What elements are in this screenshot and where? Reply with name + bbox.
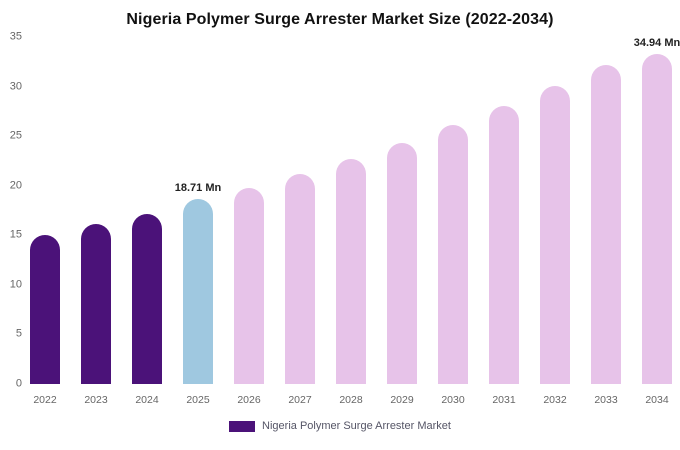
x-axis-label-2022: 2022: [33, 394, 57, 406]
y-axis: 0 5 10 15 20 25 30 35: [0, 31, 30, 390]
x-axis-label-2033: 2033: [594, 394, 618, 406]
bar-group-2030: 2030: [438, 37, 468, 406]
bar-group-2031: 2031: [489, 37, 519, 406]
bar-group-2023: 2023: [81, 37, 111, 406]
y-tick-label: 30: [9, 80, 22, 93]
legend: Nigeria Polymer Surge Arrester Market: [0, 420, 680, 432]
chart-title: Nigeria Polymer Surge Arrester Market Si…: [126, 11, 554, 28]
x-axis-label-2028: 2028: [339, 394, 363, 406]
bar-2022: [30, 235, 60, 384]
plot-area: 2022 2023 2024 18.71 Mn 2025 2026 2027 2028 2029…: [30, 37, 680, 407]
x-axis-label-2027: 2027: [288, 394, 312, 406]
x-axis-label-2025: 2025: [186, 394, 210, 406]
legend-swatch: [229, 420, 256, 432]
y-tick-label: 25: [9, 129, 22, 142]
bar-2032: [540, 85, 570, 384]
bar-group-2025: 18.71 Mn 2025: [175, 37, 221, 407]
bar-value-label-2034: 34.94 Mn: [633, 37, 680, 49]
bar-2025: [183, 198, 213, 384]
bar-group-2024: 2024: [132, 37, 162, 406]
bar-group-2028: 2028: [336, 37, 366, 406]
bar-2028: [336, 158, 366, 384]
legend-label: Nigeria Polymer Surge Arrester Market: [262, 420, 451, 432]
bar-2026: [234, 187, 264, 384]
bar-2033: [591, 64, 621, 384]
bar-2031: [489, 106, 519, 384]
x-axis-label-2031: 2031: [492, 394, 516, 406]
x-axis-label-2026: 2026: [237, 394, 261, 406]
bar-group-2034: 34.94 Mn 2034: [634, 37, 680, 406]
bar-group-2026: 2026: [234, 37, 264, 406]
bar-group-2033: 2033: [591, 37, 621, 406]
x-axis-label-2032: 2032: [543, 394, 567, 406]
bar-group-2027: 2027: [285, 37, 315, 406]
bar-2034: [642, 54, 672, 384]
x-axis-label-2034: 2034: [645, 394, 669, 406]
bar-2023: [81, 224, 111, 384]
y-tick-label: 35: [9, 30, 22, 43]
x-axis-label-2029: 2029: [390, 394, 414, 406]
x-axis-label-2023: 2023: [84, 394, 108, 406]
bar-2029: [387, 143, 417, 384]
y-tick-label: 10: [9, 278, 22, 291]
bar-2024: [132, 213, 162, 384]
y-tick-label: 15: [9, 228, 22, 241]
y-tick-label: 20: [9, 179, 22, 192]
x-axis-label-2030: 2030: [441, 394, 465, 406]
bar-2027: [285, 173, 315, 384]
bar-group-2032: 2032: [540, 37, 570, 406]
x-axis-label-2024: 2024: [135, 394, 159, 406]
bar-group-2029: 2029: [387, 37, 417, 406]
bar-group-2022: 2022: [30, 37, 60, 406]
y-tick-label: 0: [15, 377, 22, 390]
bar-value-label-2025: 18.71 Mn: [174, 181, 222, 194]
y-tick-label: 5: [15, 327, 22, 340]
chart-area: 0 5 10 15 20 25 30 35 2022 2023 2024 18.71 Mn 2025 2…: [0, 31, 680, 407]
bar-2030: [438, 125, 468, 384]
